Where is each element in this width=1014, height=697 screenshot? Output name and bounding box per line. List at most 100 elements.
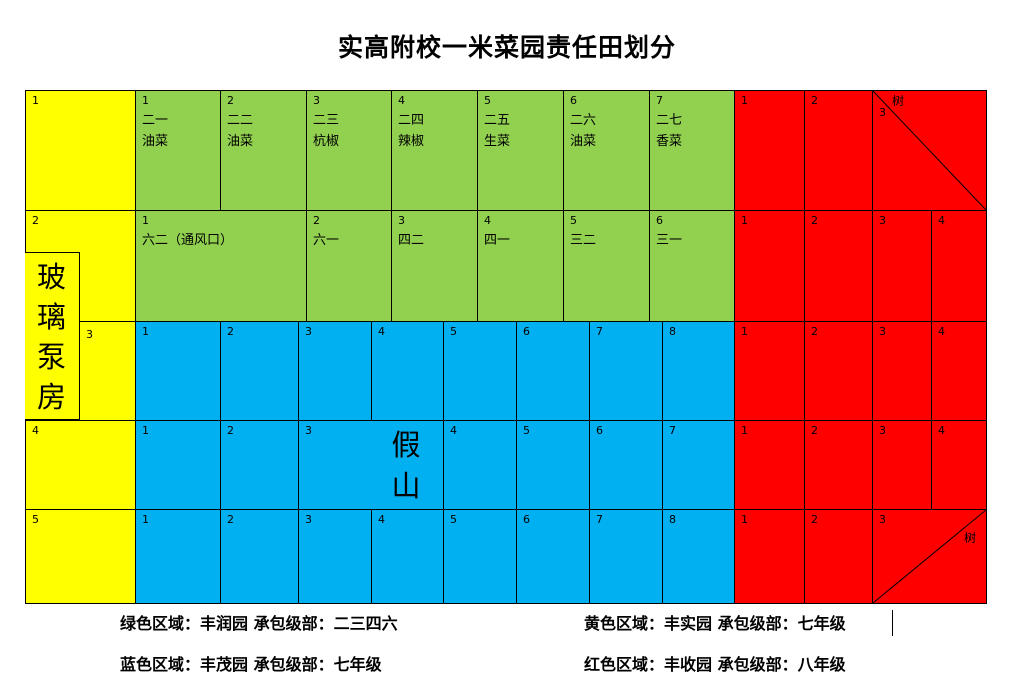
- plot-number: 1: [741, 424, 748, 437]
- rockery-label: 假 山: [378, 425, 434, 507]
- blue-plot-r1-1: 1: [135, 321, 221, 421]
- blue-plot-r1-7: 7: [589, 321, 663, 421]
- plot-number: 4: [32, 424, 39, 437]
- red-plot-r4-4: 4: [931, 420, 987, 510]
- tree-label: 树: [892, 94, 905, 108]
- class-name: 六二（通风口）: [142, 233, 234, 248]
- green-plot-r1-1: 1 二一 油菜: [135, 90, 221, 211]
- green-plot-r2-6: 6 三一: [649, 210, 735, 322]
- red-plot-r1-2: 2: [804, 90, 873, 211]
- yellow-plot-5: 5: [25, 509, 136, 604]
- class-name: 二七: [656, 113, 683, 128]
- green-plot-r1-3: 3 二三 杭椒: [306, 90, 392, 211]
- class-name: 二五: [484, 113, 511, 128]
- pump-house-char: 泵: [36, 340, 66, 374]
- red-plot-r4-3: 3: [872, 420, 932, 510]
- plot-number: 2: [313, 214, 320, 227]
- plot-number: 1: [142, 513, 149, 526]
- plot-number: 7: [596, 325, 603, 338]
- plot-number: 3: [305, 424, 312, 437]
- blue-plot-r3-5: 5: [443, 509, 517, 604]
- blue-plot-r1-8: 8: [662, 321, 735, 421]
- green-plot-r1-7: 7 二七 香菜: [649, 90, 735, 211]
- red-plot-r1-3: 3 树: [872, 90, 987, 211]
- red-plot-r4-1: 1: [734, 420, 805, 510]
- blue-plot-r1-2: 2: [220, 321, 299, 421]
- plot-number: 1: [142, 325, 149, 338]
- blue-plot-r2-1: 1: [135, 420, 221, 510]
- plot-number: 2: [227, 94, 234, 107]
- plot-number: 8: [669, 513, 676, 526]
- blue-plot-r1-6: 6: [516, 321, 590, 421]
- crop-name: 油菜: [227, 134, 254, 149]
- tree-diagonal-line: [873, 510, 986, 603]
- class-name: 六一: [313, 233, 340, 248]
- legend-green: 绿色区域：丰润园 承包级部：二三四六: [120, 614, 398, 633]
- green-plot-r1-6: 6 二六 油菜: [563, 90, 650, 211]
- pump-house-char: 璃: [36, 300, 66, 334]
- plot-number: 6: [523, 325, 530, 338]
- plot-number: 2: [227, 325, 234, 338]
- plot-number: 2: [811, 325, 818, 338]
- red-plot-r1-1: 1: [734, 90, 805, 211]
- plot-number: 3: [879, 325, 886, 338]
- blue-plot-r3-2: 2: [220, 509, 299, 604]
- plot-number: 5: [570, 214, 577, 227]
- plot-number: 4: [938, 214, 945, 227]
- legend-red: 红色区域：丰收园 承包级部：八年级: [584, 655, 846, 674]
- blue-plot-r2-3: 3: [298, 420, 444, 510]
- plot-number: 2: [811, 513, 818, 526]
- class-name: 二一: [142, 113, 169, 128]
- green-plot-r2-3: 3 四二: [391, 210, 478, 322]
- rockery-char: 假: [391, 428, 421, 462]
- glass-pump-house: 玻 璃 泵 房: [25, 252, 80, 420]
- plot-number: 5: [523, 424, 530, 437]
- plot-number: 1: [741, 513, 748, 526]
- blue-plot-r2-2: 2: [220, 420, 299, 510]
- plot-number: 2: [811, 94, 818, 107]
- pump-house-char: 玻: [36, 260, 66, 294]
- plot-number: 4: [450, 424, 457, 437]
- blue-plot-r1-4: 4: [371, 321, 444, 421]
- green-plot-r1-2: 2 二二 油菜: [220, 90, 307, 211]
- red-plot-r3-3: 3: [872, 321, 932, 421]
- blue-plot-r1-5: 5: [443, 321, 517, 421]
- plot-number: 2: [32, 214, 39, 227]
- blue-plot-r2-4: 4: [443, 420, 517, 510]
- plot-number: 3: [86, 328, 93, 341]
- class-name: 二三: [313, 113, 340, 128]
- plot-number: 4: [484, 214, 491, 227]
- class-name: 三二: [570, 233, 597, 248]
- plot-number: 1: [741, 94, 748, 107]
- blue-plot-r2-6: 6: [589, 420, 663, 510]
- red-plot-r5-1: 1: [734, 509, 805, 604]
- red-plot-r2-3: 3: [872, 210, 932, 322]
- plot-number: 3: [305, 513, 312, 526]
- green-plot-r2-4: 4 四一: [477, 210, 564, 322]
- red-plot-r5-2: 2: [804, 509, 873, 604]
- red-plot-r5-3: 3 树: [872, 509, 987, 604]
- blue-plot-r2-7: 7: [662, 420, 735, 510]
- blue-plot-r3-7: 7: [589, 509, 663, 604]
- plot-number: 7: [669, 424, 676, 437]
- plot-number: 3: [305, 325, 312, 338]
- tree-diagonal-line: [873, 91, 986, 210]
- page-title: 实高附校一米菜园责任田划分: [337, 33, 676, 62]
- plot-number: 7: [656, 94, 663, 107]
- class-name: 二四: [398, 113, 425, 128]
- plot-number: 3: [879, 106, 886, 119]
- crop-name: 杭椒: [313, 134, 340, 149]
- plot-number: 1: [741, 325, 748, 338]
- text-cursor: [892, 610, 893, 636]
- green-plot-r2-5: 5 三二: [563, 210, 650, 322]
- legend-yellow: 黄色区域：丰实园 承包级部：七年级: [584, 614, 846, 633]
- plot-number: 2: [227, 513, 234, 526]
- plot-number: 2: [811, 214, 818, 227]
- crop-name: 辣椒: [398, 134, 425, 149]
- plot-number: 4: [378, 325, 385, 338]
- blue-plot-r2-5: 5: [516, 420, 590, 510]
- tree-label: 树: [964, 531, 977, 545]
- green-plot-r1-4: 4 二四 辣椒: [391, 90, 478, 211]
- red-plot-r2-1: 1: [734, 210, 805, 322]
